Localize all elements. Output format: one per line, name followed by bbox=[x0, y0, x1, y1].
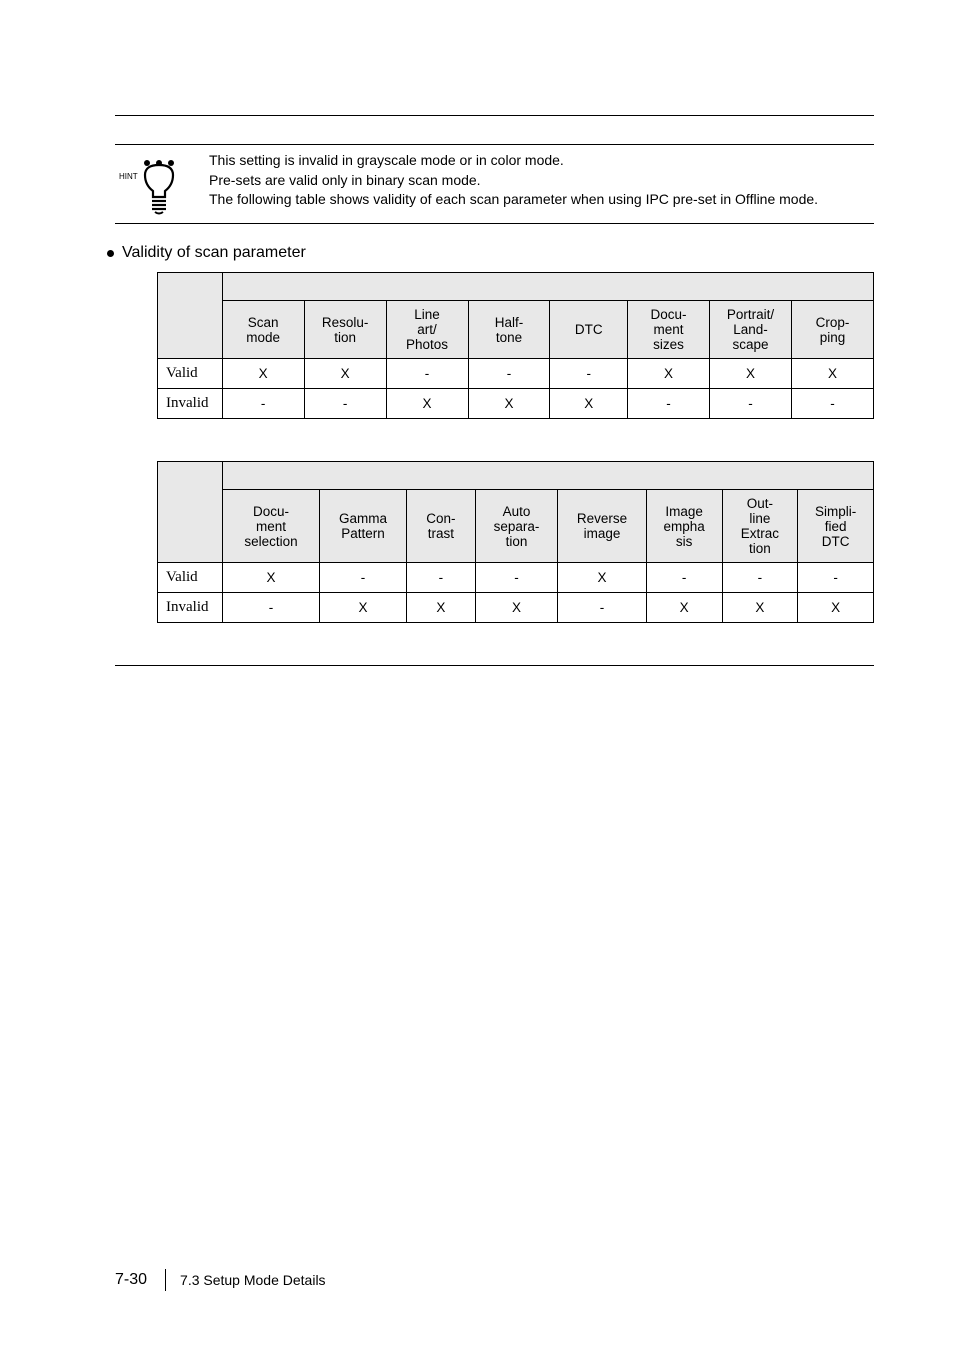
table-cell: X bbox=[710, 359, 792, 389]
table-cell: - bbox=[722, 563, 798, 593]
hint-block: HINT This setting is invalid in grayscal… bbox=[115, 144, 874, 224]
table-top-span bbox=[222, 273, 873, 301]
table-cell: - bbox=[468, 359, 550, 389]
table-cell: X bbox=[320, 593, 407, 623]
column-header: Resolu-tion bbox=[304, 301, 386, 359]
hint-line-1: This setting is invalid in grayscale mod… bbox=[209, 151, 874, 171]
column-header: Scanmode bbox=[222, 301, 304, 359]
table-cell: - bbox=[558, 593, 647, 623]
table-row-label: Valid bbox=[158, 563, 223, 593]
table-2-wrap: Docu-mentselectionGammaPatternCon-trastA… bbox=[157, 461, 874, 623]
footer-section: 7.3 Setup Mode Details bbox=[180, 1272, 326, 1288]
table-cell: X bbox=[475, 593, 557, 623]
table-cell: X bbox=[550, 389, 628, 419]
bottom-rule bbox=[115, 665, 874, 666]
column-header: Autosepara-tion bbox=[475, 490, 557, 563]
table-cell: X bbox=[222, 359, 304, 389]
table-cell: X bbox=[628, 359, 710, 389]
table-cell: - bbox=[791, 389, 873, 419]
validity-table-2: Docu-mentselectionGammaPatternCon-trastA… bbox=[157, 461, 874, 623]
table-cell: - bbox=[320, 563, 407, 593]
table-top-span bbox=[222, 462, 873, 490]
bullet-icon bbox=[107, 250, 114, 257]
column-header: Docu-mentselection bbox=[222, 490, 319, 563]
hint-icon-wrap: HINT bbox=[115, 151, 209, 217]
section-heading: Validity of scan parameter bbox=[107, 244, 874, 262]
table-cell: - bbox=[386, 359, 468, 389]
page-number: 7-30 bbox=[115, 1271, 147, 1289]
table-row-label: Invalid bbox=[158, 389, 223, 419]
section-title: Validity of scan parameter bbox=[122, 244, 306, 262]
table-corner bbox=[158, 273, 223, 359]
table-row-label: Valid bbox=[158, 359, 223, 389]
table-cell: - bbox=[646, 563, 722, 593]
column-header: Con-trast bbox=[406, 490, 475, 563]
column-header: GammaPattern bbox=[320, 490, 407, 563]
validity-table-1: ScanmodeResolu-tionLineart/PhotosHalf-to… bbox=[157, 272, 874, 419]
table-cell: X bbox=[798, 593, 874, 623]
table-cell: X bbox=[304, 359, 386, 389]
table-row-label: Invalid bbox=[158, 593, 223, 623]
table-cell: - bbox=[304, 389, 386, 419]
table-cell: X bbox=[406, 593, 475, 623]
hint-label-text: HINT bbox=[119, 172, 138, 181]
footer: 7-30 7.3 Setup Mode Details bbox=[115, 1269, 326, 1291]
column-header: Docu-mentsizes bbox=[628, 301, 710, 359]
column-header: Portrait/Land-scape bbox=[710, 301, 792, 359]
hint-icon: HINT bbox=[115, 153, 187, 217]
table-cell: X bbox=[791, 359, 873, 389]
table-cell: X bbox=[558, 563, 647, 593]
column-header: Reverseimage bbox=[558, 490, 647, 563]
table-cell: - bbox=[406, 563, 475, 593]
column-header: Simpli-fiedDTC bbox=[798, 490, 874, 563]
column-header: Lineart/Photos bbox=[386, 301, 468, 359]
table-cell: - bbox=[222, 389, 304, 419]
table-cell: X bbox=[722, 593, 798, 623]
table-cell: - bbox=[628, 389, 710, 419]
table-cell: X bbox=[386, 389, 468, 419]
column-header: Out-lineExtraction bbox=[722, 490, 798, 563]
column-header: DTC bbox=[550, 301, 628, 359]
table-1-wrap: ScanmodeResolu-tionLineart/PhotosHalf-to… bbox=[157, 272, 874, 419]
column-header: Crop-ping bbox=[791, 301, 873, 359]
table-corner bbox=[158, 462, 223, 563]
column-header: Half-tone bbox=[468, 301, 550, 359]
table-cell: - bbox=[550, 359, 628, 389]
table-cell: X bbox=[646, 593, 722, 623]
table-cell: - bbox=[475, 563, 557, 593]
hint-line-3: The following table shows validity of ea… bbox=[209, 190, 874, 210]
table-cell: - bbox=[798, 563, 874, 593]
hint-line-2: Pre-sets are valid only in binary scan m… bbox=[209, 171, 874, 191]
table-cell: X bbox=[468, 389, 550, 419]
table-cell: X bbox=[222, 563, 319, 593]
footer-divider bbox=[165, 1269, 166, 1291]
table-cell: - bbox=[222, 593, 319, 623]
column-header: Imageemphasis bbox=[646, 490, 722, 563]
top-rule bbox=[115, 115, 874, 116]
table-cell: - bbox=[710, 389, 792, 419]
hint-text: This setting is invalid in grayscale mod… bbox=[209, 151, 874, 210]
